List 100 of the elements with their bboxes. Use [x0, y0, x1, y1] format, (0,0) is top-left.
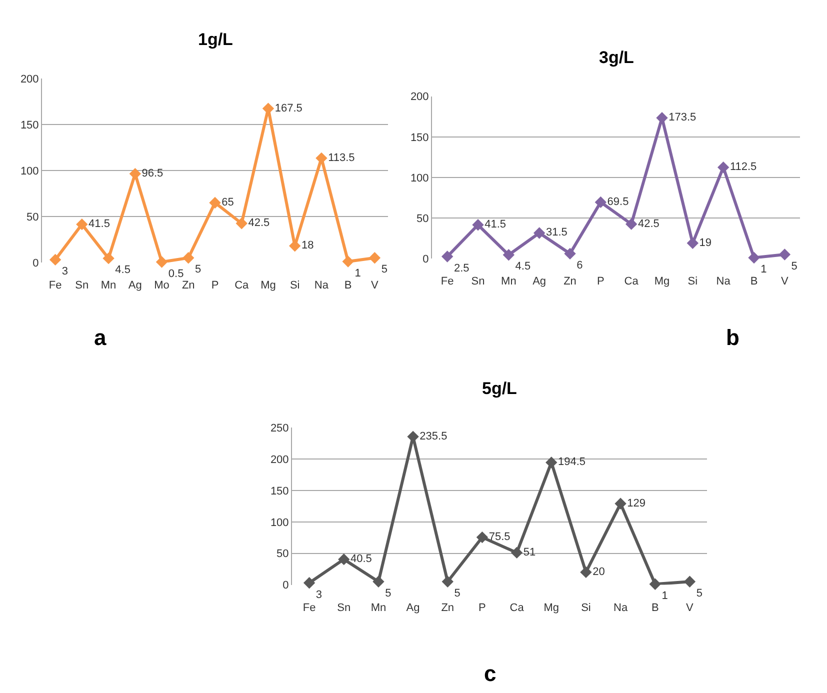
data-label: 112.5	[730, 161, 757, 174]
x-tick-label: B	[651, 602, 659, 614]
x-tick-label: Mn	[100, 279, 116, 292]
point	[76, 218, 88, 230]
data-label: 5	[454, 588, 460, 600]
data-label: 3	[62, 266, 68, 278]
point	[546, 456, 558, 468]
x-tick-label: Ag	[128, 279, 142, 292]
x-tick-label: Na	[716, 276, 732, 288]
point	[338, 553, 350, 566]
data-label: 2.5	[454, 262, 470, 274]
point	[472, 219, 484, 231]
x-tick-label: Ag	[406, 602, 420, 614]
y-tick-label: 0	[32, 257, 39, 270]
point	[614, 498, 626, 510]
x-tick-label: Ag	[532, 276, 546, 288]
y-tick-label: 100	[270, 516, 289, 529]
text: c	[484, 661, 496, 686]
x-tick-label: Sn	[337, 602, 351, 614]
point	[502, 249, 515, 261]
point	[649, 578, 661, 590]
x-tick-label: Mg	[544, 602, 560, 614]
y-tick-label: 50	[26, 211, 39, 224]
y-tick-label: 200	[410, 91, 429, 104]
data-label: 3	[316, 588, 322, 601]
x-tick-label: Mg	[654, 276, 670, 288]
point	[778, 248, 791, 260]
y-tick-label: 50	[416, 212, 429, 225]
x-tick-label: Sn	[471, 276, 485, 288]
x-tick-label: V	[686, 602, 694, 614]
y-tick-label: 200	[270, 454, 289, 466]
data-label: 18	[301, 240, 314, 252]
chart-title: 3g/L	[599, 48, 634, 67]
data-label: 41.5	[88, 218, 110, 230]
data-label: 5	[696, 588, 702, 600]
data-label: 19	[699, 236, 712, 249]
data-label: 129	[627, 497, 646, 510]
point	[342, 256, 354, 268]
x-tick-label: Zn	[564, 276, 576, 288]
x-tick-label: V	[781, 276, 789, 288]
x-tick-label: B	[344, 279, 352, 292]
y-tick-label: 50	[276, 548, 289, 560]
y-tick-label: 150	[20, 119, 39, 132]
y-tick-label: 150	[270, 485, 289, 498]
data-label: 4.5	[515, 260, 531, 273]
x-tick-label: Fe	[440, 276, 454, 288]
x-tick-label: Mn	[501, 276, 516, 288]
data-label: 1	[662, 590, 668, 602]
y-tick-label: 0	[282, 580, 289, 592]
point	[303, 577, 316, 589]
y-tick-label: 100	[410, 172, 429, 184]
data-label: 167.5	[274, 102, 302, 114]
chart-title: 1g/L	[198, 30, 233, 49]
data-label: 113.5	[328, 152, 355, 164]
point	[156, 256, 168, 268]
x-tick-label: Ca	[234, 279, 250, 292]
text: a	[94, 325, 107, 350]
point	[182, 252, 194, 264]
point	[686, 237, 699, 249]
data-label: 31.5	[546, 226, 568, 239]
data-label: 51	[523, 546, 536, 558]
point	[102, 252, 114, 264]
data-label: 42.5	[248, 217, 270, 230]
x-tick-label: Mg	[260, 279, 276, 292]
x-tick-label: Ca	[510, 602, 525, 614]
y-tick-label: 200	[20, 74, 39, 86]
data-label: 75.5	[488, 531, 510, 544]
x-tick-label: Zn	[182, 279, 195, 292]
data-label: 1	[760, 264, 767, 276]
data-label: 41.5	[484, 218, 506, 231]
data-label: 20	[592, 566, 605, 578]
point	[625, 218, 638, 230]
x-tick-label: V	[371, 279, 380, 292]
data-label: 194.5	[558, 456, 586, 468]
point	[684, 576, 696, 588]
point	[441, 250, 454, 262]
x-tick-label: B	[750, 276, 758, 288]
x-tick-label: Ca	[624, 276, 640, 288]
y-tick-label: 0	[422, 253, 429, 266]
data-label: 5	[381, 264, 388, 276]
point	[580, 566, 592, 578]
chart-title: 5g/L	[482, 379, 517, 398]
data-label: 0.5	[168, 268, 184, 280]
data-label: 4.5	[115, 264, 130, 276]
point	[236, 218, 248, 230]
point	[442, 576, 454, 588]
data-label: 173.5	[668, 112, 696, 124]
y-tick-label: 250	[270, 422, 289, 434]
x-tick-label: Si	[688, 276, 698, 288]
data-label: 40.5	[350, 553, 372, 566]
y-tick-label: 100	[20, 165, 39, 178]
data-label: 69.5	[607, 196, 629, 208]
x-tick-label: Fe	[302, 602, 316, 614]
x-tick-label: Mn	[370, 602, 386, 614]
x-tick-label: Zn	[441, 602, 454, 614]
x-tick-label: P	[211, 279, 219, 292]
data-label: 235.5	[420, 430, 448, 442]
data-label: 96.5	[142, 168, 164, 180]
data-label: 5	[791, 260, 798, 272]
point	[49, 254, 62, 266]
